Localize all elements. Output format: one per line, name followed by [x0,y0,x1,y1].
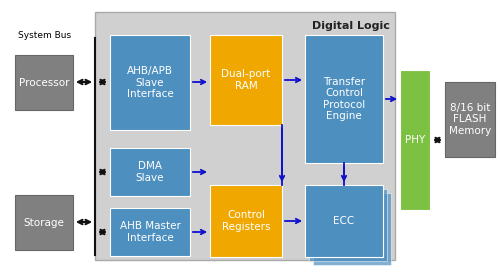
Text: PHY: PHY [405,135,425,145]
FancyBboxPatch shape [15,195,73,250]
Text: 8/16 bit
FLASH
Memory: 8/16 bit FLASH Memory [449,103,491,136]
FancyBboxPatch shape [309,189,387,261]
FancyBboxPatch shape [110,208,190,256]
FancyBboxPatch shape [210,185,282,257]
FancyBboxPatch shape [305,185,383,257]
Text: AHB Master
Interface: AHB Master Interface [120,221,180,243]
FancyBboxPatch shape [445,82,495,157]
FancyBboxPatch shape [95,12,395,260]
Text: AHB/APB
Slave
Interface: AHB/APB Slave Interface [126,66,174,99]
Text: Control
Registers: Control Registers [222,210,270,232]
FancyBboxPatch shape [15,55,73,110]
FancyBboxPatch shape [110,35,190,130]
FancyBboxPatch shape [110,148,190,196]
Text: Transfer
Control
Protocol
Engine: Transfer Control Protocol Engine [323,77,365,122]
Text: Storage: Storage [24,218,64,227]
Text: Dual-port
RAM: Dual-port RAM [222,69,270,91]
FancyBboxPatch shape [210,35,282,125]
Text: Digital Logic: Digital Logic [312,21,390,31]
Text: Processor: Processor [19,78,69,87]
FancyBboxPatch shape [313,193,391,265]
Text: System Bus: System Bus [18,32,71,41]
Text: ECC: ECC [334,216,354,226]
FancyBboxPatch shape [400,70,430,210]
FancyBboxPatch shape [305,35,383,163]
Text: DMA
Slave: DMA Slave [136,161,164,183]
